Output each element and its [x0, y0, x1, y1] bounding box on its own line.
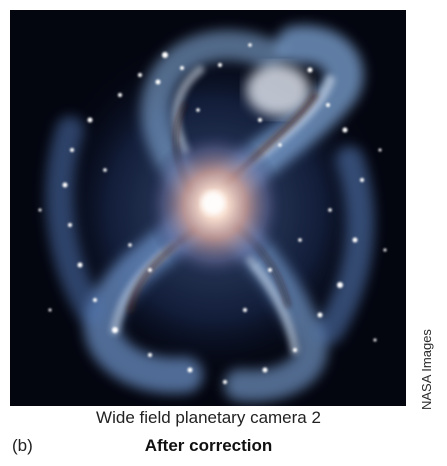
photo-credit: NASA Images	[419, 329, 434, 410]
figure-subcaption: After correction	[144, 436, 273, 455]
panel-label: (b)	[12, 436, 33, 455]
galaxy-photo	[10, 10, 406, 406]
figure-caption: Wide field planetary camera 2	[96, 408, 321, 427]
